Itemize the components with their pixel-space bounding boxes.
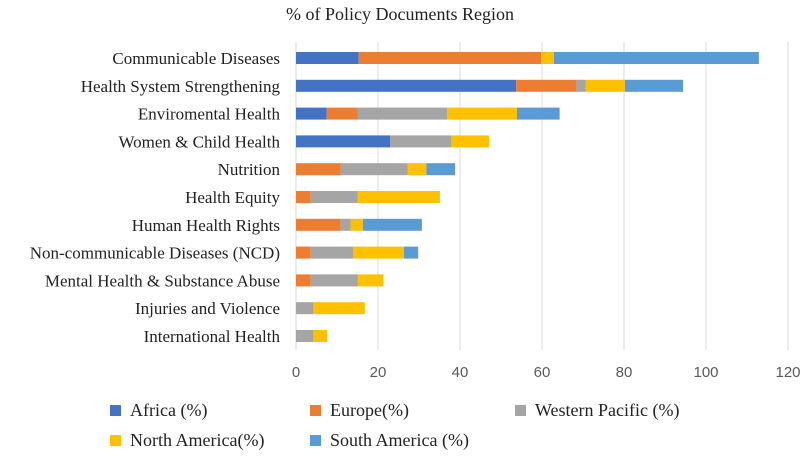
bar-segment (403, 246, 419, 259)
category-label: Mental Health & Substance Abuse (45, 271, 280, 290)
legend-label: Western Pacific (%) (535, 400, 679, 421)
bar-segment (296, 79, 517, 92)
bar-segment (310, 246, 353, 259)
legend-swatch (310, 435, 321, 446)
bar-segment (516, 107, 560, 120)
bar-segment (296, 246, 311, 259)
bar-segment (576, 79, 586, 92)
category-label: Non-communicable Diseases (NCD) (30, 244, 280, 263)
bar-segment (296, 302, 314, 315)
bar-segment (310, 274, 358, 287)
bar-segment (310, 191, 358, 203)
bar-segment (296, 107, 327, 120)
bar-segment (357, 274, 384, 287)
bar-segment (516, 79, 577, 92)
x-tick-label: 40 (452, 364, 469, 381)
bar-segment (585, 79, 625, 92)
category-label: Health Equity (185, 188, 280, 207)
bar-segment (426, 163, 456, 176)
bar-segment (313, 330, 328, 342)
bar-segment (358, 52, 542, 64)
category-label: Communicable Diseases (112, 49, 280, 68)
bar-segment (357, 191, 440, 203)
x-tick-label: 20 (370, 364, 387, 381)
bar-segment (553, 52, 759, 64)
chart-title: % of Policy Documents Region (286, 4, 514, 24)
x-tick-label: 100 (693, 364, 718, 381)
x-tick-label: 80 (616, 364, 633, 381)
legend-label: Europe(%) (330, 400, 409, 421)
category-label: Enviromental Health (138, 105, 281, 124)
bar-segment (541, 52, 554, 64)
bar-segment (340, 218, 351, 231)
bar-segment (296, 274, 311, 287)
category-label: International Health (144, 327, 281, 346)
bar-segment (296, 163, 341, 176)
legend-label: Africa (%) (130, 400, 207, 421)
bar-segment (357, 107, 448, 120)
category-label: Women & Child Health (118, 132, 280, 151)
bar-segment (296, 135, 391, 148)
legend-label: North America(%) (130, 430, 264, 451)
bar-segment (296, 218, 341, 231)
legend-swatch (110, 405, 121, 416)
bar-segment (447, 107, 517, 120)
bar-segment (390, 135, 452, 148)
bar-segment (624, 79, 684, 92)
bar-segment (407, 163, 427, 176)
bar-segment (313, 302, 365, 315)
bar-segment (362, 218, 422, 231)
legend-label: South America (%) (330, 430, 469, 451)
x-tick-label: 0 (292, 364, 300, 381)
category-label: Injuries and Violence (135, 299, 280, 318)
bar-segment (326, 107, 358, 120)
bar-segment (340, 163, 408, 176)
x-tick-label: 60 (534, 364, 551, 381)
legend-swatch (310, 405, 321, 416)
bar-segment (296, 191, 311, 203)
bar-segment (352, 246, 404, 259)
category-label: Health System Strengthening (81, 77, 281, 96)
legend-swatch (110, 435, 121, 446)
bar-segment (451, 135, 490, 148)
category-label: Human Health Rights (132, 216, 280, 235)
legend-swatch (515, 405, 526, 416)
bar-segment (296, 52, 359, 64)
bar-segment (350, 218, 363, 231)
category-label: Nutrition (218, 160, 281, 179)
x-tick-label: 120 (775, 364, 800, 381)
bar-segment (296, 330, 314, 342)
